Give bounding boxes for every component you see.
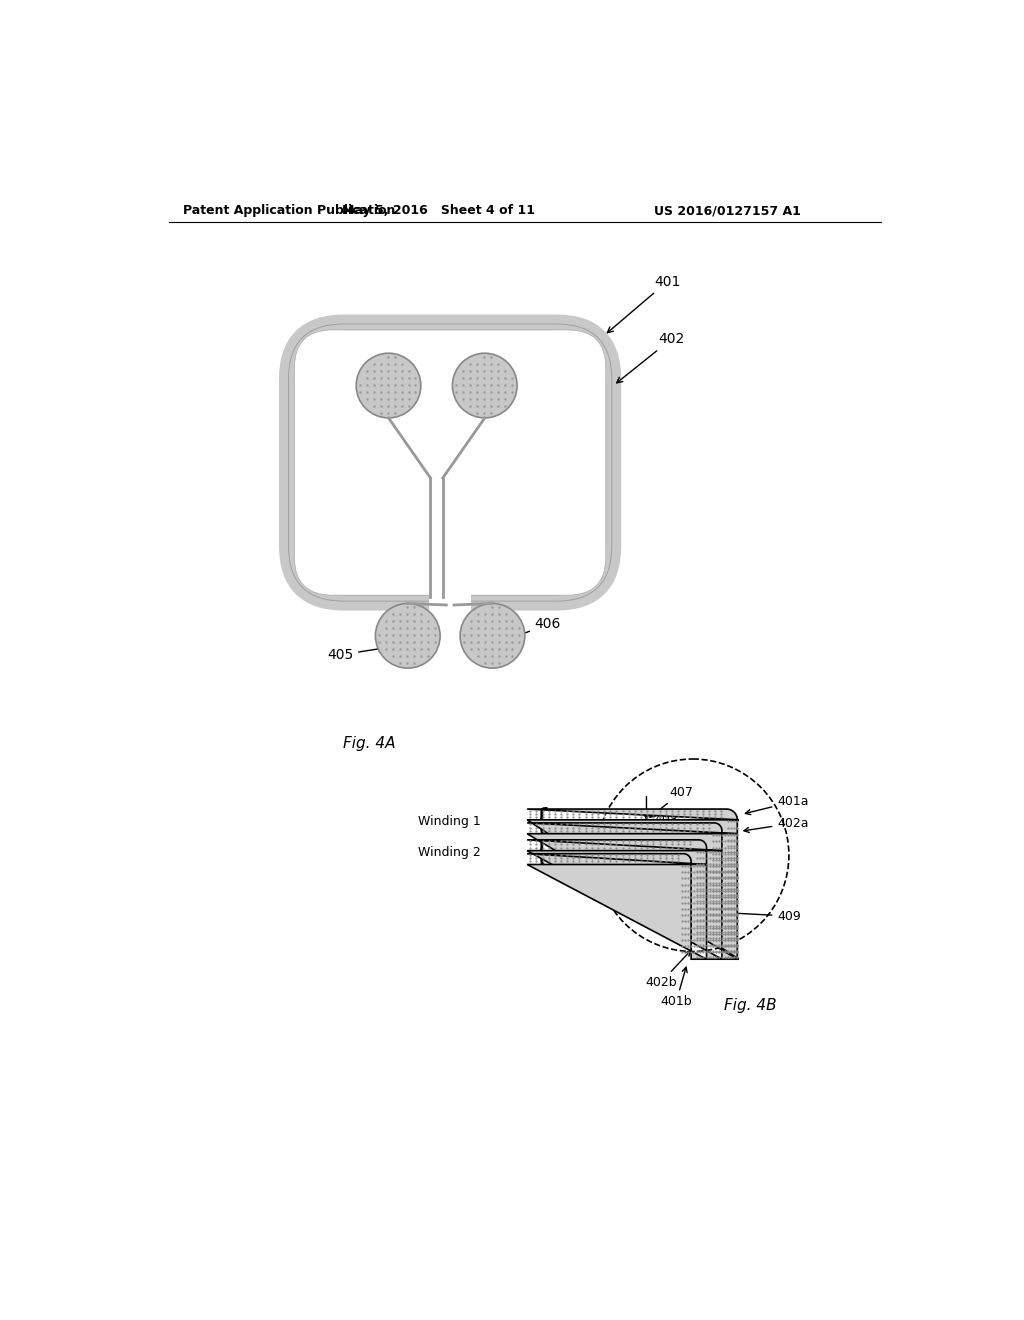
Polygon shape — [527, 840, 722, 960]
Text: {: { — [531, 807, 550, 836]
Polygon shape — [527, 854, 707, 960]
Text: 401a: 401a — [745, 795, 809, 814]
Circle shape — [460, 603, 525, 668]
Text: 408: 408 — [634, 813, 678, 847]
Circle shape — [376, 603, 440, 668]
Text: Fig. 4B: Fig. 4B — [724, 998, 777, 1012]
Circle shape — [356, 354, 421, 418]
Text: Winding 1: Winding 1 — [418, 814, 481, 828]
Bar — [429, 536, 471, 616]
Text: Winding 2: Winding 2 — [418, 846, 481, 859]
Circle shape — [453, 354, 517, 418]
Polygon shape — [527, 822, 737, 960]
Text: US 2016/0127157 A1: US 2016/0127157 A1 — [654, 205, 801, 218]
Text: Fig. 4A: Fig. 4A — [343, 737, 395, 751]
Text: 403: 403 — [323, 401, 392, 424]
Text: 402: 402 — [616, 333, 684, 383]
Text: 401b: 401b — [660, 968, 692, 1008]
FancyBboxPatch shape — [333, 368, 568, 557]
Text: 409: 409 — [713, 909, 801, 923]
Text: 402a: 402a — [743, 817, 809, 833]
Text: 401: 401 — [607, 275, 681, 333]
Text: 407: 407 — [650, 785, 693, 817]
Text: 404: 404 — [435, 403, 473, 424]
Text: {: { — [531, 838, 550, 867]
Text: May 5, 2016   Sheet 4 of 11: May 5, 2016 Sheet 4 of 11 — [342, 205, 536, 218]
Polygon shape — [527, 809, 739, 960]
Text: 405: 405 — [327, 645, 384, 661]
Text: 402b: 402b — [645, 950, 690, 989]
Text: Patent Application Publication: Patent Application Publication — [183, 205, 395, 218]
FancyBboxPatch shape — [295, 330, 606, 595]
Text: 406: 406 — [512, 618, 561, 639]
